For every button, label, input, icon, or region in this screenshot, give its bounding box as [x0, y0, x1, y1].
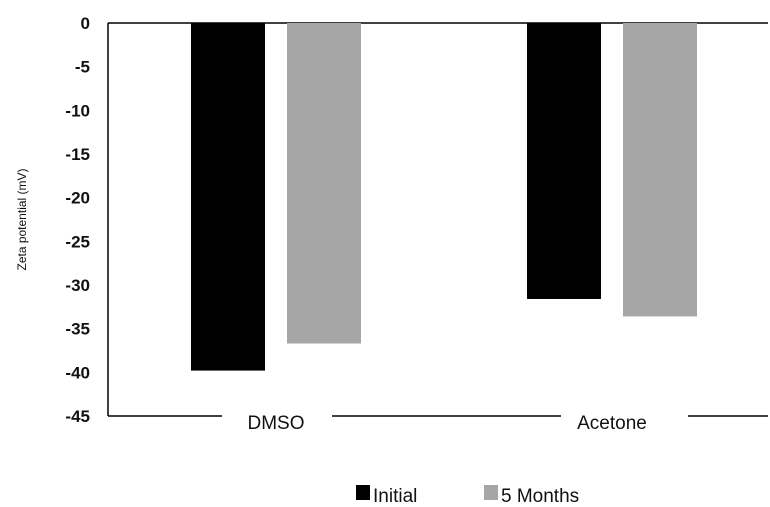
- bars: [191, 23, 697, 371]
- bar-acetone-initial: [527, 23, 601, 299]
- y-tick-label: -30: [65, 276, 90, 295]
- y-tick-label: -40: [65, 363, 90, 382]
- legend: Initial 5 Months: [356, 485, 579, 507]
- y-tick-label: -45: [65, 407, 90, 426]
- category-label-dmso: DMSO: [248, 413, 305, 434]
- bar-dmso-initial: [191, 23, 265, 371]
- y-tick-label: -15: [65, 145, 90, 164]
- legend-label-5-months: 5 Months: [501, 486, 579, 507]
- y-axis-title: Zeta potential (mV): [15, 168, 29, 270]
- category-label-acetone: Acetone: [577, 413, 647, 434]
- y-tick-label: -35: [65, 320, 90, 339]
- legend-label-initial: Initial: [373, 486, 417, 507]
- y-tick-label: -20: [65, 189, 90, 208]
- bar-dmso-5-months: [287, 23, 361, 344]
- legend-swatch-5-months: [484, 485, 498, 500]
- y-tick-label: -5: [75, 58, 90, 77]
- legend-swatch-initial: [356, 485, 370, 500]
- y-tick-label: -25: [65, 232, 90, 251]
- bar-acetone-5-months: [623, 23, 697, 317]
- y-tick-label: 0: [81, 14, 90, 33]
- y-ticks: 0 -5 -10 -15 -20 -25 -30 -35 -40 -45: [65, 14, 90, 426]
- category-labels: DMSO Acetone: [248, 413, 647, 434]
- y-tick-label: -10: [65, 101, 90, 120]
